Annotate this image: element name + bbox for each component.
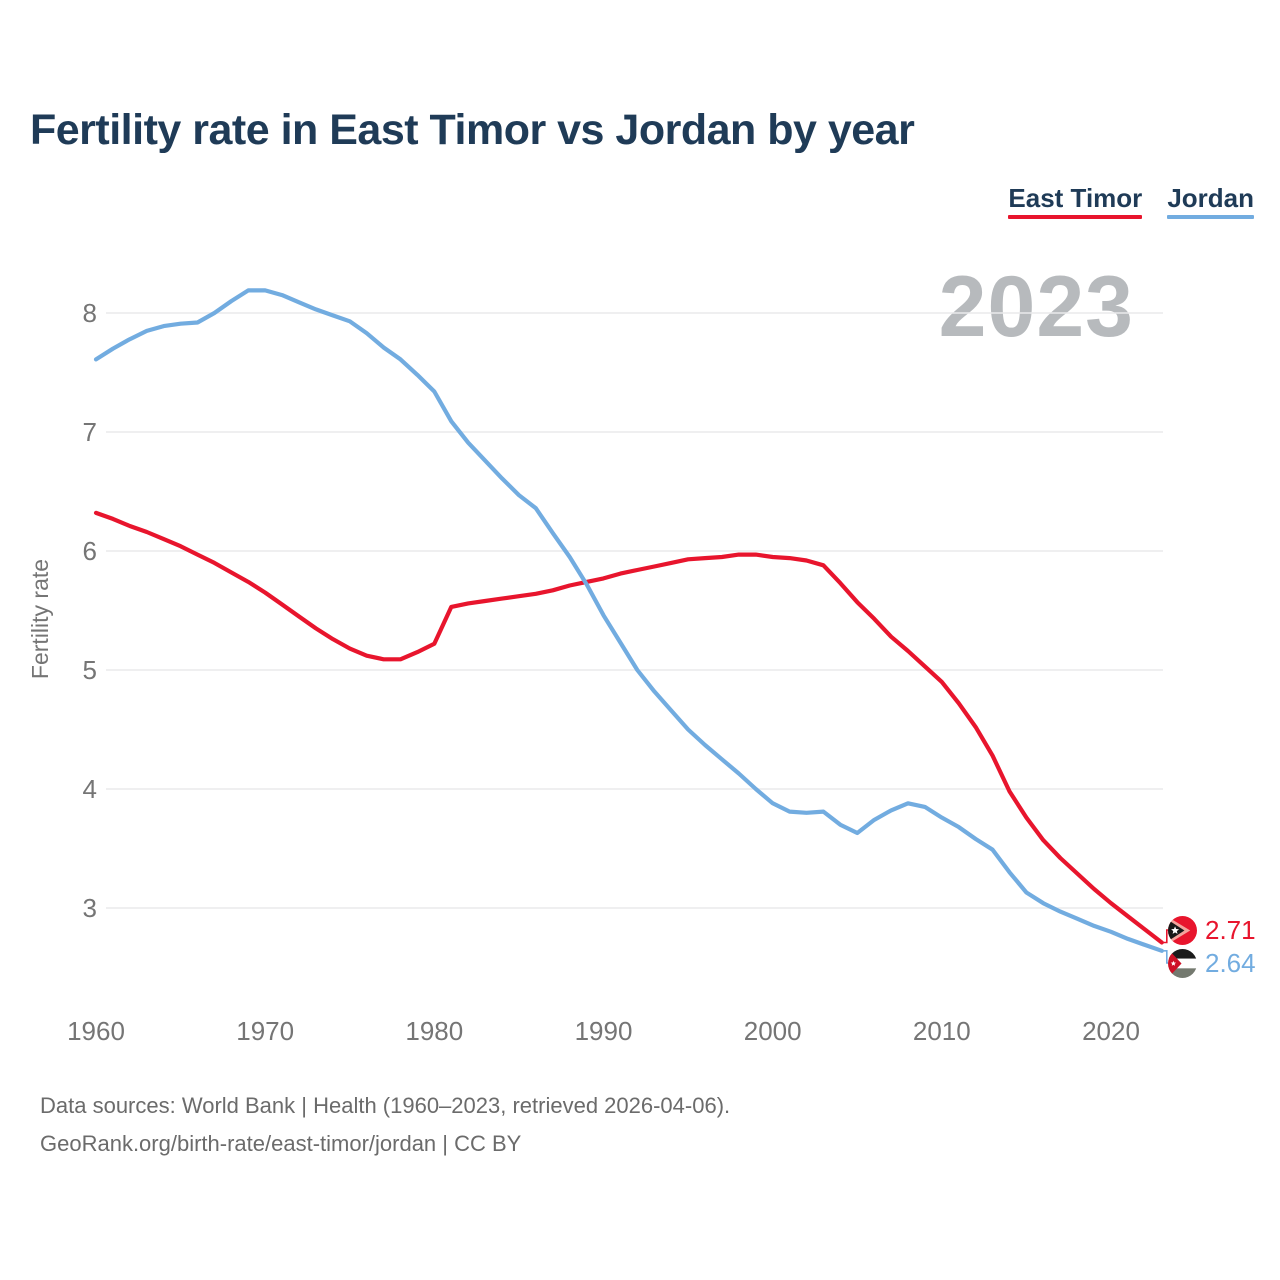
y-tick-5: 5 bbox=[83, 655, 97, 685]
x-tick-1970: 1970 bbox=[236, 1016, 294, 1046]
legend: East Timor Jordan bbox=[1008, 184, 1254, 219]
y-tick-8: 8 bbox=[83, 298, 97, 328]
legend-label-jordan: Jordan bbox=[1167, 183, 1254, 213]
legend-item-jordan[interactable]: Jordan bbox=[1167, 184, 1254, 219]
end-label-east-timor: 2.71 bbox=[1168, 915, 1256, 945]
jordan-line[interactable] bbox=[93, 288, 1164, 953]
x-tick-1990: 1990 bbox=[575, 1016, 633, 1046]
legend-label-east-timor: East Timor bbox=[1008, 183, 1143, 213]
chart-title: Fertility rate in East Timor vs Jordan b… bbox=[30, 106, 915, 154]
source-text: Data sources: World Bank | Health (1960–… bbox=[40, 1087, 730, 1163]
legend-swatch-jordan bbox=[1167, 215, 1254, 219]
end-value-jordan: 2.64 bbox=[1205, 948, 1256, 978]
x-tick-2000: 2000 bbox=[744, 1016, 802, 1046]
source-line-2: GeoRank.org/birth-rate/east-timor/jordan… bbox=[40, 1131, 522, 1156]
east-timor-flag-icon bbox=[1168, 915, 1197, 945]
source-line-1: Data sources: World Bank | Health (1960–… bbox=[40, 1093, 731, 1118]
east-timor-flag bbox=[1168, 915, 1197, 945]
y-tick-6: 6 bbox=[83, 536, 97, 566]
x-tick-2010: 2010 bbox=[913, 1016, 971, 1046]
x-tick-2020: 2020 bbox=[1082, 1016, 1140, 1046]
watermark-year: 2023 bbox=[938, 259, 1134, 355]
east-timor-line[interactable] bbox=[93, 510, 1164, 945]
end-value-east-timor: 2.71 bbox=[1205, 915, 1256, 945]
jordan-flag bbox=[1168, 948, 1197, 978]
y-tick-3: 3 bbox=[83, 893, 97, 923]
y-axis-title: Fertility rate bbox=[27, 559, 53, 679]
legend-item-east-timor[interactable]: East Timor bbox=[1008, 183, 1143, 219]
x-tick-1960: 1960 bbox=[67, 1016, 125, 1046]
legend-swatch-east-timor bbox=[1008, 215, 1143, 219]
x-tick-1980: 1980 bbox=[405, 1016, 463, 1046]
y-tick-4: 4 bbox=[83, 774, 97, 804]
jordan-flag-icon bbox=[1168, 948, 1197, 978]
y-tick-7: 7 bbox=[83, 417, 97, 447]
end-label-jordan: 2.64 bbox=[1168, 948, 1256, 978]
